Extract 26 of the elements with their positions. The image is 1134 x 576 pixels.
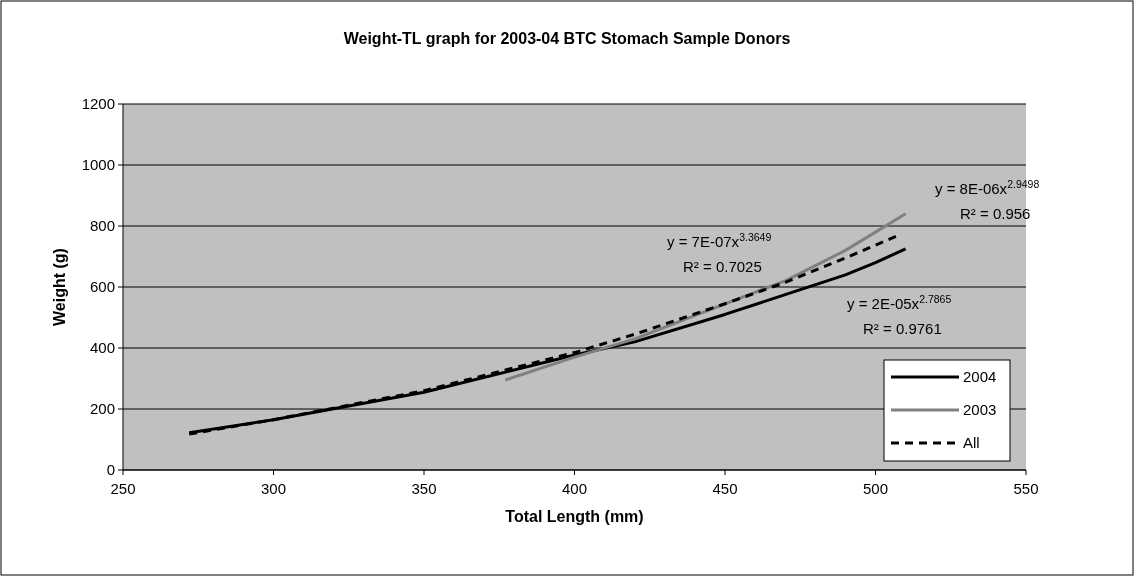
y-tick-label: 800 (89, 217, 115, 235)
x-tick-label: 450 (712, 480, 738, 497)
annotation: y = 2E-05x$^{2.7865}$ (847, 293, 952, 312)
annotation: R² = 0.7025 (683, 258, 762, 275)
y-tick-label: 1000 (81, 156, 115, 174)
annotation: y = 8E-06x$^{2.9498}$ (935, 178, 1040, 197)
annotation: R² = 0.9761 (863, 320, 942, 337)
y-axis-title: Weight (g) (51, 248, 68, 326)
legend-label: 2004 (963, 368, 997, 386)
annotation: y = 7E-07x$^{3.3649}$ (667, 231, 772, 250)
y-tick-label: 1200 (81, 95, 115, 113)
y-tick-label: 0 (106, 461, 115, 479)
y-tick-label: 200 (89, 400, 115, 418)
x-tick-label: 300 (260, 480, 287, 497)
annotation: R² = 0.956 (960, 205, 1031, 222)
x-tick-label: 400 (561, 480, 588, 497)
x-tick-label: 550 (1013, 480, 1039, 497)
y-tick-label: 600 (89, 278, 115, 296)
x-tick-label: 350 (411, 480, 437, 497)
x-tick-label: 500 (862, 480, 889, 497)
chart-title: Weight-TL graph for 2003-04 BTC Stomach Sample Donors (343, 30, 791, 47)
x-axis-title: Total Length (mm) (505, 508, 644, 525)
y-tick-label: 400 (89, 339, 115, 357)
legend-label: All (963, 434, 980, 452)
legend-label: 2003 (963, 401, 997, 419)
x-tick-label: 250 (110, 480, 136, 497)
